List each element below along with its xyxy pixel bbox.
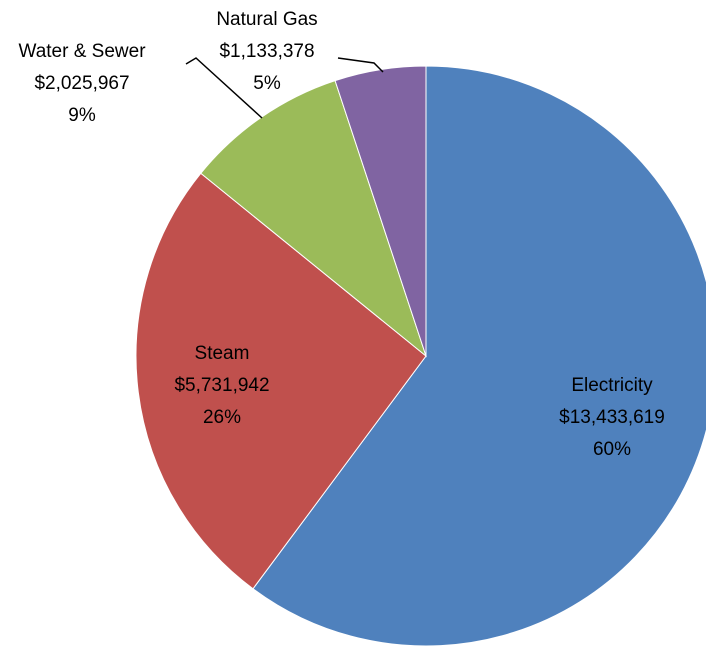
slice-percent-label: 26% xyxy=(203,407,241,428)
slice-value-label: $13,433,619 xyxy=(559,407,665,428)
slice-value-label: $1,133,378 xyxy=(219,41,314,62)
slice-label: Natural Gas xyxy=(216,9,317,30)
slice-value-label: $2,025,967 xyxy=(34,73,129,94)
leader-line xyxy=(337,57,384,73)
leader-line xyxy=(185,57,263,119)
pie-slice xyxy=(252,65,706,647)
slice-percent-label: 5% xyxy=(253,73,281,94)
pie xyxy=(135,65,706,647)
slice-label: Water & Sewer xyxy=(18,41,146,62)
slice-label: Electricity xyxy=(571,375,653,396)
slice-label: Steam xyxy=(195,343,250,364)
slice-percent-label: 9% xyxy=(68,105,96,126)
slice-value-label: $5,731,942 xyxy=(174,375,269,396)
pie-slice xyxy=(135,172,427,590)
slice-percent-label: 60% xyxy=(593,439,631,460)
